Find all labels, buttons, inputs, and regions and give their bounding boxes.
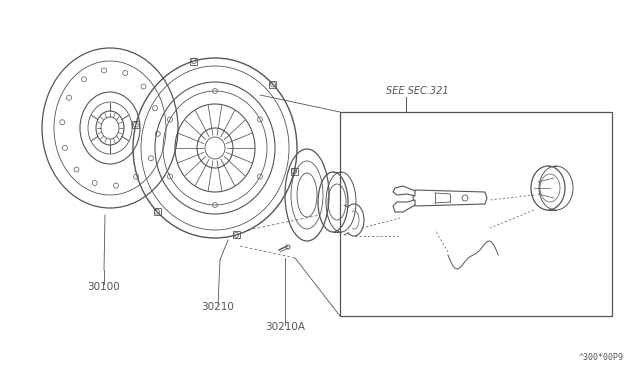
Text: ^300*00P9: ^300*00P9 [579,353,624,362]
Text: SEE SEC.321: SEE SEC.321 [386,86,449,96]
Polygon shape [393,200,415,212]
Polygon shape [393,186,415,196]
Polygon shape [413,190,487,206]
Text: 30100: 30100 [88,282,120,292]
Bar [340,112,612,316]
Text: 30210A: 30210A [265,322,305,332]
Text: 30210: 30210 [202,302,234,312]
